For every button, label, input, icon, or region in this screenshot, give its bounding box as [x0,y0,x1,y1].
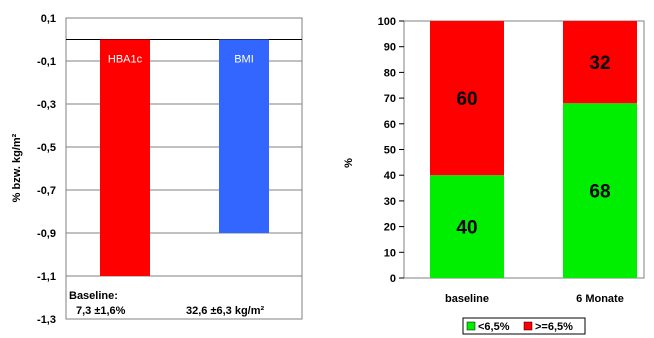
right-y-tick-label: 20 [384,222,396,234]
right-y-tick-label: 40 [384,170,396,182]
right-y-tick-label: 80 [384,67,396,79]
right-y-tick-label: 0 [390,273,396,285]
right-x-tick-label: 6 Monate [576,293,624,305]
left-bar-bmi [219,39,269,233]
right-y-tick-label: 50 [384,145,396,157]
left-y-tick-labels: 0,1 -0,1 -0,3 -0,5 -0,7 -0,9 -1,1 -1,3 [37,13,56,326]
stacked-segment-label: 60 [456,89,477,110]
legend-swatch-green [466,321,476,331]
left-bars: HBA1c BMI [100,39,269,276]
stacked-segment-below [563,103,637,279]
left-y-tick-label: -0,5 [37,142,56,154]
left-bar-label-bmi: BMI [234,54,254,66]
left-y-axis-title: % bzw. kg/m² [11,133,23,202]
right-y-axis-title: % [343,158,355,168]
left-y-tick-label: -0,3 [37,99,56,111]
stacked-segment-label: 32 [589,53,610,74]
right-y-tick-label: 70 [384,93,396,105]
right-y-tick-label: 30 [384,196,396,208]
left-y-tick-label: -1,1 [37,271,56,283]
right-stacked-bars: 40 60 68 32 [430,21,637,279]
stacked-segment-above [430,21,504,176]
left-y-tick-label: -1,3 [37,314,56,326]
right-y-tick-label: 10 [384,247,396,259]
stacked-segment-label: 40 [456,218,477,239]
stacked-segment-label: 68 [589,182,610,203]
left-bar-hba1c [100,39,150,276]
baseline-label: Baseline: [69,290,118,302]
stacked-segment-above [563,21,637,104]
legend-label-green: <6,5% [478,321,510,333]
right-y-tick-label: 60 [384,119,396,131]
right-x-tick-labels: baseline 6 Monate [445,293,624,305]
right-y-tick-label: 90 [384,42,396,54]
left-y-tick-label: -0,7 [37,185,56,197]
baseline-value-hba1c: 7,3 ±1,6% [76,305,126,317]
left-bar-label-hba1c: HBA1c [108,54,143,66]
right-y-tick-label: 100 [378,16,396,28]
legend: <6,5% >=6,5% [462,317,586,335]
legend-swatch-red [523,321,533,331]
stacked-segment-below [430,175,504,278]
right-y-tick-labels: 0 10 20 30 40 50 60 70 80 90 100 [378,16,404,285]
right-x-tick-label: baseline [445,293,489,305]
right-chart: 0 10 20 30 40 50 60 70 80 90 100 % 40 60 68 32 baseli… [343,16,645,335]
left-y-tick-label: -0,9 [37,228,56,240]
left-y-tick-label: -0,1 [37,56,56,68]
legend-label-red: >=6,5% [535,321,573,333]
left-chart: 0,1 -0,1 -0,3 -0,5 -0,7 -0,9 -1,1 -1,3 % bzw. k… [11,13,303,326]
baseline-value-bmi: 32,6 ±6,3 kg/m² [186,305,265,317]
left-y-tick-label: 0,1 [41,13,56,25]
